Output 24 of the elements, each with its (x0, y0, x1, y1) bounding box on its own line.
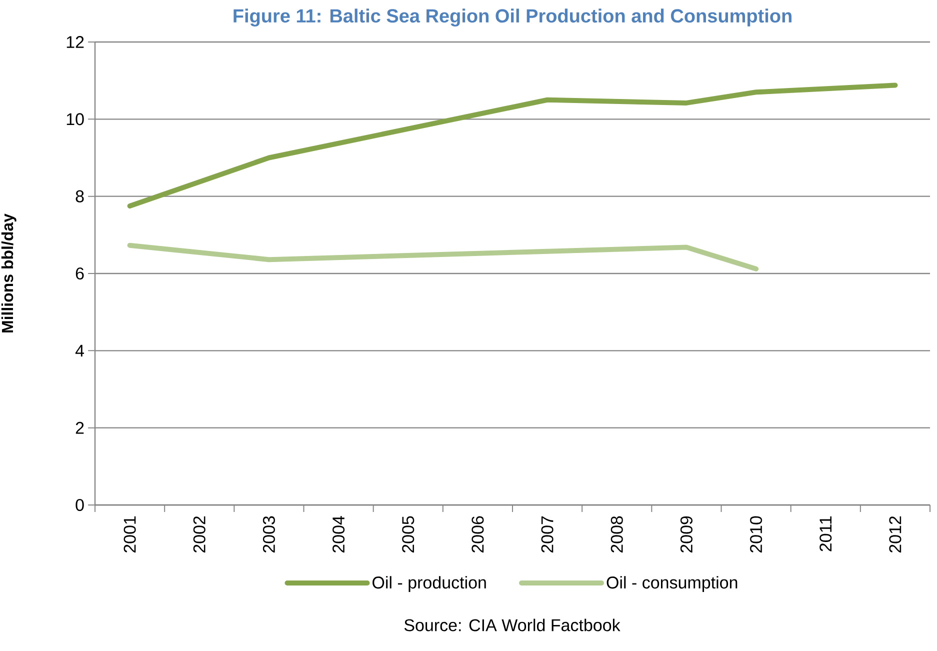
x-tick-label: 2003 (262, 516, 275, 552)
legend-label: Oil - production (372, 576, 486, 592)
y-tick-label: 0 (76, 498, 84, 512)
x-tick-label: 2011 (820, 516, 832, 552)
y-tick-label: 8 (76, 190, 84, 202)
x-tick-label: 2008 (610, 516, 623, 552)
x-tick-label: 2005 (402, 516, 414, 552)
x-tick-label: 2012 (889, 516, 902, 552)
y-axis-title: Millions bbl/day (1, 214, 16, 332)
x-tick-label: 2002 (193, 516, 206, 552)
y-tick-label: 6 (76, 267, 84, 280)
x-tick-label: 2010 (750, 516, 762, 552)
legend-label: Oil - consumption (606, 576, 738, 592)
x-tick-label: 2007 (541, 516, 554, 552)
y-tick-label: 4 (75, 344, 84, 357)
x-tick-label: 2004 (332, 516, 345, 552)
y-tick-label: 10 (66, 113, 84, 126)
y-tick-label: 2 (76, 422, 84, 434)
x-tick-label: 2001 (124, 516, 136, 552)
x-tick-label: 2006 (472, 516, 484, 552)
y-tick-label: 12 (66, 36, 84, 48)
source-note: Source: CIA World Factbook (404, 618, 620, 632)
chart-title: Figure 11: Baltic Sea Region Oil Production and Consumption (234, 8, 792, 26)
x-tick-label: 2009 (680, 516, 692, 552)
